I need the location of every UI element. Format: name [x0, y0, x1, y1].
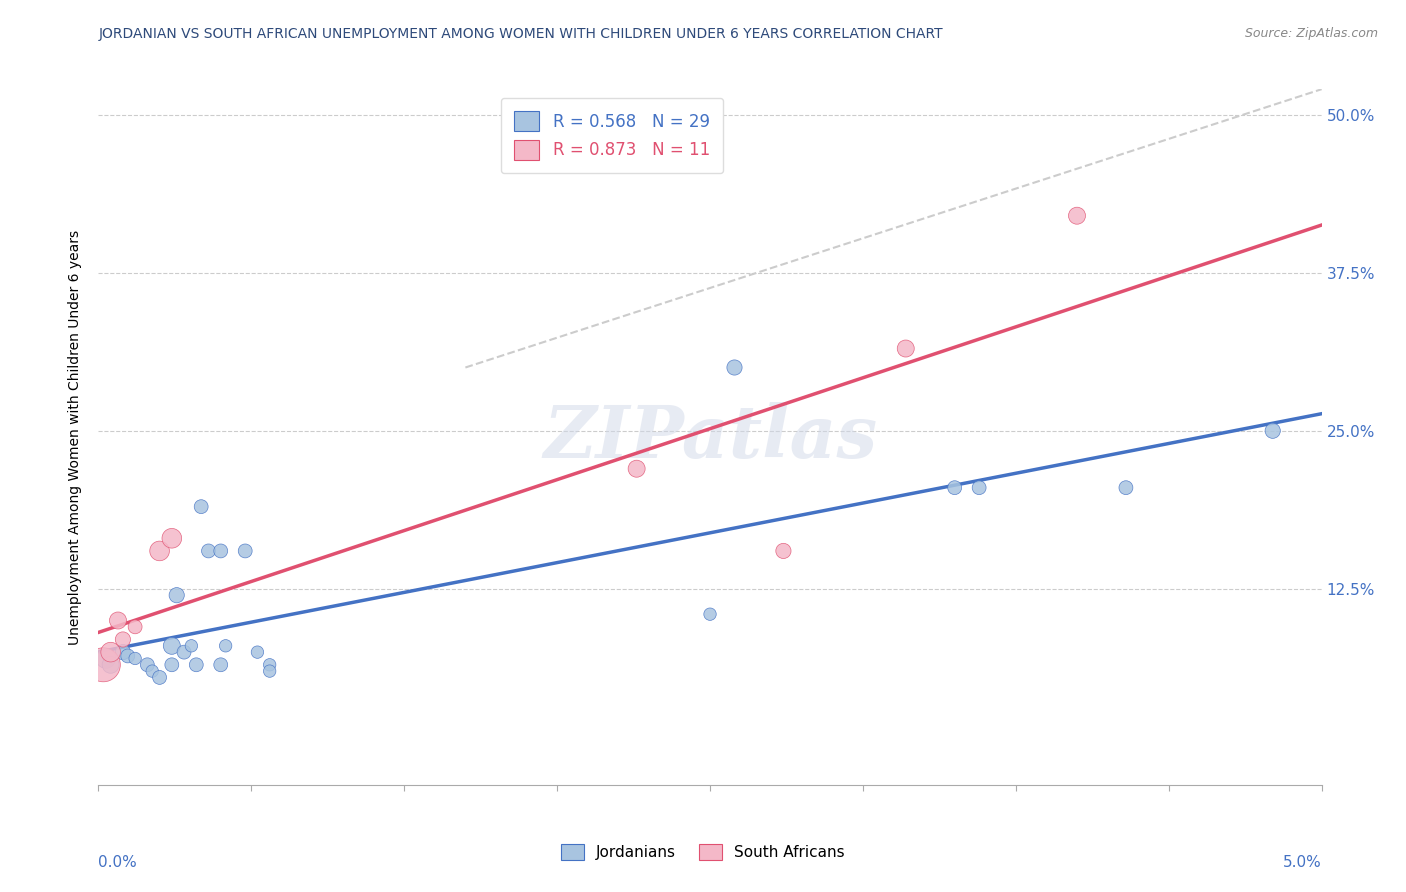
Point	[160, 657, 183, 672]
Point	[772, 544, 794, 558]
Point	[259, 664, 281, 678]
Point	[186, 657, 208, 672]
Text: Source: ZipAtlas.com: Source: ZipAtlas.com	[1244, 27, 1378, 40]
Point	[967, 481, 990, 495]
Text: 5.0%: 5.0%	[1282, 855, 1322, 870]
Point	[91, 657, 114, 672]
Point	[166, 588, 188, 602]
Point	[943, 481, 966, 495]
Text: 0.0%: 0.0%	[98, 855, 138, 870]
Legend: R = 0.568   N = 29, R = 0.873   N = 11: R = 0.568 N = 29, R = 0.873 N = 11	[501, 97, 723, 173]
Y-axis label: Unemployment Among Women with Children Under 6 years: Unemployment Among Women with Children U…	[69, 229, 83, 645]
Point	[209, 657, 232, 672]
Point	[107, 614, 129, 628]
Point	[626, 461, 648, 475]
Point	[259, 657, 281, 672]
Point	[100, 657, 122, 672]
Point	[1066, 209, 1088, 223]
Point	[723, 360, 745, 375]
Point	[94, 651, 117, 665]
Point	[111, 632, 134, 647]
Point	[100, 645, 122, 659]
Point	[197, 544, 219, 558]
Point	[149, 670, 172, 684]
Point	[209, 544, 232, 558]
Point	[160, 639, 183, 653]
Point	[136, 657, 159, 672]
Point	[1115, 481, 1137, 495]
Point	[246, 645, 269, 659]
Point	[149, 544, 172, 558]
Point	[124, 620, 146, 634]
Point	[173, 645, 195, 659]
Text: JORDANIAN VS SOUTH AFRICAN UNEMPLOYMENT AMONG WOMEN WITH CHILDREN UNDER 6 YEARS : JORDANIAN VS SOUTH AFRICAN UNEMPLOYMENT …	[98, 27, 943, 41]
Point	[190, 500, 212, 514]
Text: ZIPatlas: ZIPatlas	[543, 401, 877, 473]
Legend: Jordanians, South Africans: Jordanians, South Africans	[555, 838, 851, 866]
Point	[180, 639, 202, 653]
Point	[1261, 424, 1284, 438]
Point	[117, 648, 139, 663]
Point	[233, 544, 256, 558]
Point	[124, 651, 146, 665]
Point	[160, 531, 183, 545]
Point	[111, 645, 134, 659]
Point	[894, 342, 917, 356]
Point	[699, 607, 721, 622]
Point	[214, 639, 236, 653]
Point	[141, 664, 163, 678]
